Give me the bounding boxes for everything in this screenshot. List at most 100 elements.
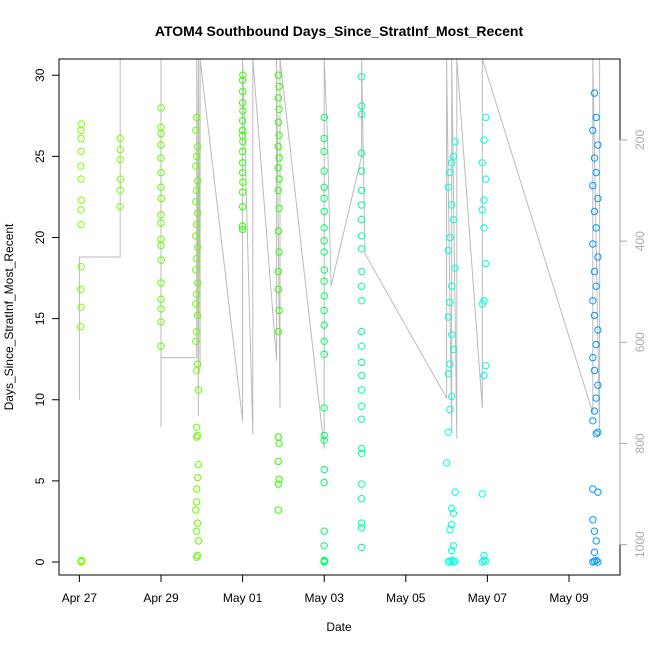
data-point [193,209,202,217]
data-point [193,186,201,195]
data-point [116,175,125,183]
data-point [358,73,366,81]
data-point [193,113,201,122]
data-point [592,430,600,438]
data-point [320,431,328,440]
y-tick-label: 25 [33,149,47,163]
data-point [77,263,85,271]
data-point [320,207,328,216]
data-point [77,220,85,229]
data-point [357,524,366,532]
data-point [589,181,597,190]
data-point [274,71,282,79]
data-point [192,337,200,345]
data-point [594,194,602,203]
data-point [193,423,201,431]
right-tick-label: 200 [633,130,647,150]
data-point [357,186,366,195]
data-point [193,327,201,336]
data-point [274,186,282,195]
data-point [589,353,597,362]
y-tick-label: 0 [33,558,47,565]
data-point [589,516,597,524]
overlay-line-layer [78,58,601,449]
data-point [444,428,452,436]
plot-frame [58,58,621,576]
data-point [116,155,124,164]
data-point [320,350,328,358]
data-point [448,521,456,529]
data-point [589,485,597,493]
data-point [590,207,599,216]
data-point [157,256,166,264]
right-tick-label: 400 [633,231,647,251]
y-tick-label: 15 [33,312,47,326]
data-point [192,198,200,206]
data-point [192,266,200,274]
data-point [193,433,201,441]
data-point [157,211,165,219]
data-point [320,436,328,444]
data-point [448,331,456,339]
data-point [451,264,459,272]
data-point [274,142,282,151]
data-point [358,371,366,380]
data-point [320,167,328,175]
data-point [357,449,366,457]
data-point [590,548,599,556]
data-point [157,141,165,149]
data-point [320,224,328,232]
data-point [357,149,366,157]
data-point [239,71,247,79]
data-point [590,366,599,375]
data-point [193,360,202,368]
data-point [193,519,202,527]
data-point [357,282,366,290]
data-point [274,267,282,276]
data-point [592,556,600,565]
data-point [594,381,602,389]
data-point [358,519,366,527]
data-point [194,386,203,394]
x-axis: Apr 27 Apr 29 May 01 May 03 May 05 May 07 May … [62,574,589,605]
data-point [238,168,247,177]
overlay-line [78,58,601,449]
data-point [239,159,247,167]
data-point [320,266,328,274]
data-point [77,175,85,183]
data-point [480,224,488,232]
data-point [77,196,86,204]
data-point [239,107,247,115]
data-point [77,285,85,294]
right-axis: 200 400 600 800 1000 [619,130,647,558]
data-point [192,126,200,135]
data-point [590,267,599,276]
data-point [157,183,165,191]
data-point [194,537,203,545]
y-tick-label: 30 [33,68,47,82]
data-point [482,362,490,370]
data-point [594,488,602,496]
data-point [193,551,202,560]
chart-title: ATOM4 Southbound Days_Since_StratInf_Mos… [155,23,524,39]
data-point [77,162,85,170]
data-point [320,321,328,329]
data-point [275,439,283,448]
data-point [320,194,328,203]
data-point [239,178,247,187]
x-tick-label: May 01 [223,591,263,605]
data-point [274,506,282,514]
data-point [592,537,600,545]
data-point [193,243,202,251]
data-point [358,110,366,118]
data-point [193,254,201,263]
data-point [192,162,200,170]
data-point [448,282,456,290]
data-point [358,444,366,453]
data-point [448,392,456,401]
data-point [274,480,282,488]
data-point [448,556,456,565]
data-point [448,201,456,209]
data-point [192,232,200,240]
data-point [157,318,165,326]
